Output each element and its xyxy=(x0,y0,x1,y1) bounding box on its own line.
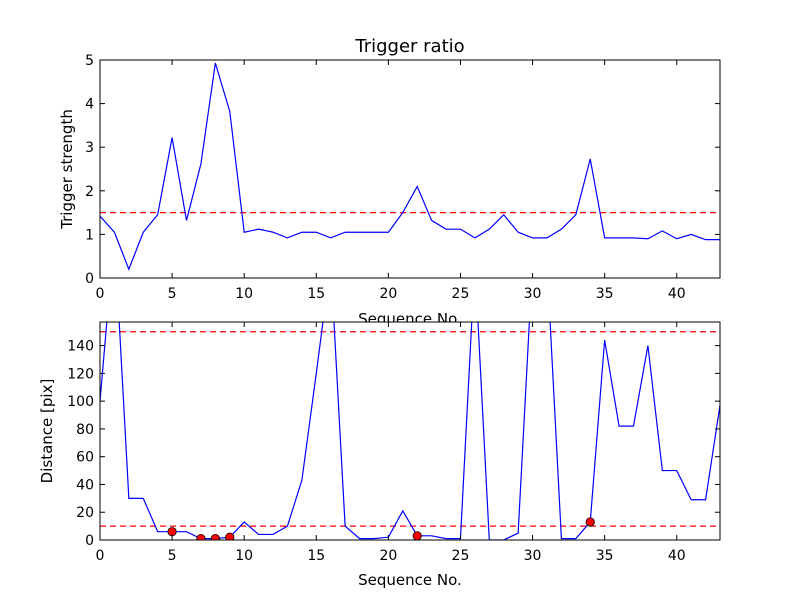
x-tick-label: 30 xyxy=(524,286,542,302)
x-tick-label: 30 xyxy=(524,548,542,564)
x-tick-label: 15 xyxy=(307,286,325,302)
chart-title: Trigger ratio xyxy=(354,36,464,57)
x-tick-label: 20 xyxy=(379,286,397,302)
y-tick-label: 120 xyxy=(67,366,94,382)
y-tick-label: 5 xyxy=(85,53,94,69)
x-tick-label: 5 xyxy=(168,548,177,564)
y-tick-label: 1 xyxy=(85,227,94,243)
x-tick-label: 35 xyxy=(596,548,614,564)
axes-frame-top xyxy=(99,59,721,279)
y-tick-label: 140 xyxy=(67,339,94,355)
x-tick-label: 0 xyxy=(96,286,105,302)
y-tick-label: 20 xyxy=(76,505,94,521)
y-axis-label-top: Trigger strength xyxy=(58,109,76,230)
y-tick-label: 2 xyxy=(85,184,94,200)
x-tick-label: 25 xyxy=(452,548,470,564)
y-axis-label-bottom: Distance [pix] xyxy=(38,379,56,484)
data-point-marker xyxy=(210,534,220,540)
axes-frame-bottom xyxy=(99,321,721,541)
x-tick-label: 5 xyxy=(168,286,177,302)
x-axis-label-bottom: Sequence No. xyxy=(358,571,462,589)
y-tick-label: 0 xyxy=(85,533,94,549)
data-point-marker xyxy=(196,534,206,540)
x-tick-label: 25 xyxy=(452,286,470,302)
x-tick-label: 0 xyxy=(96,548,105,564)
y-tick-label: 0 xyxy=(85,271,94,287)
data-point-marker xyxy=(225,532,235,540)
plot-area-bottom xyxy=(100,322,720,540)
plot-area-top xyxy=(100,60,720,278)
x-tick-label: 20 xyxy=(379,548,397,564)
data-point-marker xyxy=(167,527,177,537)
y-tick-label: 100 xyxy=(67,394,94,410)
y-tick-label: 3 xyxy=(85,140,94,156)
distance-chart: 0 5 10 15 20 25 30 35 40 0 20 40 60 80 100 120 140 Sequ… xyxy=(38,321,721,589)
x-tick-label: 40 xyxy=(668,548,686,564)
y-tick-label: 4 xyxy=(85,97,94,113)
x-tick-label: 40 xyxy=(668,286,686,302)
data-point-marker xyxy=(585,517,595,527)
series-line xyxy=(100,62,720,271)
x-tick-label: 15 xyxy=(307,548,325,564)
y-tick-label: 60 xyxy=(76,450,94,466)
y-tick-label: 40 xyxy=(76,477,94,493)
data-point-marker xyxy=(412,531,422,540)
x-tick-label: 35 xyxy=(596,286,614,302)
x-tick-label: 10 xyxy=(235,548,253,564)
y-tick-label: 80 xyxy=(76,422,94,438)
x-tick-label: 10 xyxy=(235,286,253,302)
